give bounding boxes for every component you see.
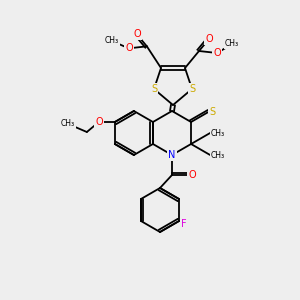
Text: S: S [209,107,215,117]
Text: S: S [151,84,157,94]
Text: F: F [181,219,187,229]
Text: CH₃: CH₃ [225,40,239,49]
Text: S: S [189,84,195,94]
Text: CH₃: CH₃ [211,128,225,137]
Text: CH₃: CH₃ [211,151,225,160]
Text: O: O [205,34,213,44]
Text: CH₃: CH₃ [61,119,75,128]
Text: O: O [125,43,133,53]
Text: O: O [188,170,196,180]
Text: O: O [133,29,141,39]
Text: O: O [213,48,221,58]
Text: N: N [168,150,176,160]
Text: CH₃: CH₃ [105,36,119,45]
Text: O: O [95,117,103,127]
